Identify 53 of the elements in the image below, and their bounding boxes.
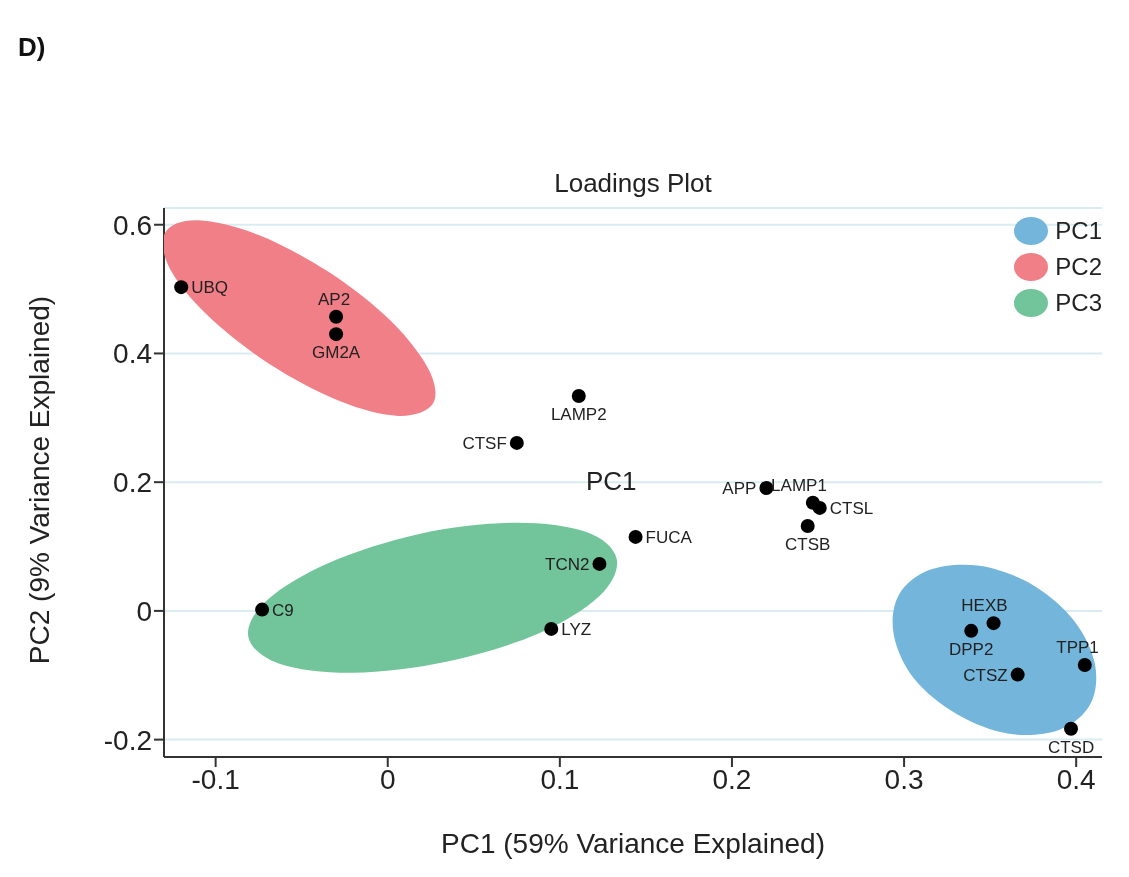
annotation: LAMP1: [771, 475, 827, 495]
annotation: CTSF: [462, 433, 507, 453]
point: [174, 280, 189, 295]
annotation: AP2: [317, 289, 351, 309]
annotation: HEXB: [961, 596, 1008, 616]
annotation: FUCA: [645, 527, 693, 547]
point: [255, 602, 270, 617]
point: [592, 556, 607, 571]
point: [1010, 667, 1025, 682]
chart-title: Loadings Plot: [553, 168, 713, 199]
legend-label: PC3: [1055, 289, 1102, 317]
y-tick-label: 0: [136, 595, 152, 627]
x-tick-label: 0.3: [884, 763, 924, 795]
point: [986, 616, 1001, 631]
annotation: PC1: [586, 466, 637, 497]
x-tick-label: 0.4: [1056, 763, 1096, 795]
x-tick-label: -0.1: [191, 763, 240, 795]
y-tick-label: 0.2: [113, 467, 152, 499]
x-axis-title: PC1 (59% Variance Explained): [440, 828, 826, 860]
legend-label: PC1: [1055, 217, 1102, 245]
point: [1064, 721, 1079, 736]
y-axis-title: PC2 (9% Variance Explained): [24, 295, 56, 665]
point: [759, 480, 774, 495]
point: [628, 529, 643, 544]
point: [964, 623, 979, 638]
point: [800, 518, 815, 533]
annotation: C9: [272, 600, 294, 620]
y-tick-label: 0.6: [113, 209, 152, 241]
annotation: CTSB: [785, 534, 831, 554]
annotation: TCN2: [545, 554, 590, 574]
x-tick-label: 0.1: [540, 763, 580, 795]
text: D): [18, 32, 46, 63]
point: [509, 435, 524, 450]
annotation: GM2A: [312, 343, 361, 363]
annotation: APP: [722, 478, 757, 498]
y-tick-label: -0.2: [103, 724, 152, 756]
point: [571, 388, 586, 403]
annotation: LAMP2: [550, 404, 607, 424]
legend-label: PC2: [1055, 253, 1102, 281]
point: [544, 621, 559, 636]
annotation: DPP2: [948, 639, 994, 659]
x-tick-label: 0: [379, 763, 396, 795]
annotation: CTSD: [1047, 737, 1095, 757]
y-tick-label: 0.4: [113, 338, 152, 370]
point: [329, 327, 344, 342]
point: [1077, 657, 1092, 672]
annotation: UBQ: [191, 278, 229, 298]
annotation: CTSL: [829, 498, 874, 518]
point: [805, 495, 820, 510]
annotation: LYZ: [561, 619, 592, 639]
point: [329, 309, 344, 324]
x-tick-label: 0.2: [712, 763, 752, 795]
annotation: CTSZ: [963, 665, 1008, 685]
